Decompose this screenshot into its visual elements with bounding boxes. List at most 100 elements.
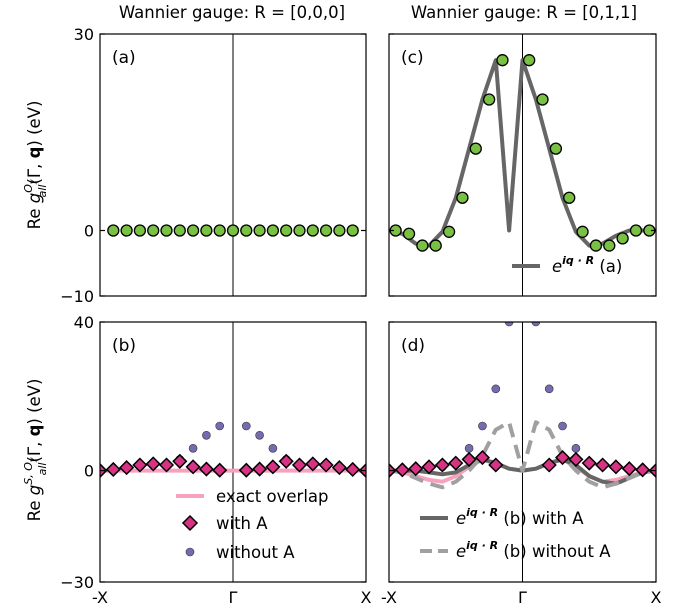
data-point-with-a (305, 456, 321, 472)
data-point-with-a (581, 455, 597, 471)
data-point (133, 224, 147, 237)
panel-frame (99, 321, 367, 583)
data-point-without-a (544, 384, 554, 394)
data-point-without-a (464, 443, 474, 453)
data-point-with-a (621, 461, 637, 477)
data-point (346, 224, 359, 237)
legend-text-with-a: with A (216, 514, 268, 533)
data-point-without-a (558, 421, 567, 431)
data-point-with-a (331, 460, 347, 476)
panel-label: (d) (401, 336, 425, 356)
data-point (416, 239, 429, 252)
data-point (523, 54, 536, 67)
xtick-label: X (361, 588, 372, 607)
data-point-with-a (608, 459, 624, 475)
data-point-with-a (474, 450, 491, 466)
data-point-without-a (268, 443, 278, 453)
ytick-label: −30 (60, 573, 94, 592)
data-point-with-a (198, 461, 214, 477)
data-point-with-a (318, 457, 334, 473)
ytick-label: −10 (60, 287, 94, 306)
data-point (576, 225, 589, 238)
data-point (186, 224, 200, 237)
data-point-with-a (132, 457, 148, 473)
title-right: Wannier gauge: R = [0,1,1] (411, 3, 637, 22)
data-point-with-a (172, 453, 188, 469)
data-point (120, 224, 133, 237)
data-point (442, 225, 456, 238)
data-point (173, 224, 186, 237)
data-point-with-a (278, 453, 294, 469)
data-point-with-a (488, 457, 504, 473)
plot-area (389, 54, 656, 252)
plot-area (100, 421, 366, 479)
data-point (213, 224, 226, 237)
data-point (496, 54, 509, 67)
panel-a: 30 0 −10 (a) (60, 25, 367, 306)
data-point (280, 224, 293, 237)
data-point-without-a (491, 384, 501, 394)
panel-frame (99, 33, 367, 297)
y-axis-label: Re gS, Oyall(Γ, q) (eV) (22, 379, 49, 522)
data-point (266, 224, 280, 237)
data-point-with-a (394, 462, 410, 478)
data-point-with-a (461, 451, 477, 467)
legend-text-a: eiq · R (a) (552, 254, 622, 276)
panel-frame (388, 321, 657, 583)
data-point (306, 224, 319, 237)
data-point-with-a (568, 451, 584, 467)
data-point-without-a (478, 421, 487, 431)
data-point (549, 142, 563, 155)
panel-label: (c) (401, 48, 424, 68)
data-point (160, 224, 173, 237)
legend-marker-without-a (185, 547, 195, 557)
panel-frame (388, 33, 657, 297)
data-point (429, 239, 442, 252)
xtick-label: -X (381, 588, 397, 607)
data-point (293, 224, 306, 237)
data-point-without-a (571, 443, 581, 453)
plot-area (389, 322, 656, 490)
data-point-with-a (145, 456, 161, 472)
xtick-label: -X (92, 588, 108, 607)
legend-text-exact: exact overlap (216, 487, 329, 506)
data-point (536, 93, 549, 106)
data-point (456, 191, 469, 204)
data-point (107, 224, 120, 237)
panel-c: (c) eiq · R (a) (388, 33, 657, 297)
data-point-with-a (421, 459, 437, 475)
data-point-with-a (541, 457, 557, 473)
data-point-with-a (635, 462, 651, 478)
data-point (240, 224, 253, 237)
data-point (563, 191, 576, 204)
data-point (226, 224, 240, 237)
data-point (333, 224, 346, 237)
data-point-with-a (554, 450, 571, 466)
data-point-without-a (202, 430, 211, 440)
data-point-with-a (158, 457, 175, 473)
data-point-with-a (238, 462, 254, 478)
data-point-without-a (242, 421, 251, 431)
panel-label: (b) (112, 336, 136, 356)
series-line--b-without-a (389, 420, 656, 490)
data-point-with-a (448, 455, 464, 471)
data-point-without-a (215, 421, 224, 431)
data-point-with-a (408, 461, 424, 477)
data-point-with-a (291, 457, 308, 473)
data-point-with-a (265, 459, 281, 475)
panel-label: (a) (112, 48, 136, 68)
data-point (147, 224, 160, 237)
data-point-with-a (119, 460, 135, 476)
ytick-label: 30 (74, 25, 94, 44)
data-point (469, 142, 482, 155)
data-point (200, 224, 213, 237)
y-axis-label: Re gOyall(Γ, q) (eV) (22, 101, 49, 230)
ytick-label: 0 (84, 222, 94, 241)
data-point (253, 224, 266, 237)
data-point-with-a (185, 459, 201, 475)
data-point-with-a (434, 457, 450, 473)
data-point-with-a (212, 462, 228, 478)
legend-text-b-without-a: eiq · R (b) without A (456, 539, 611, 561)
